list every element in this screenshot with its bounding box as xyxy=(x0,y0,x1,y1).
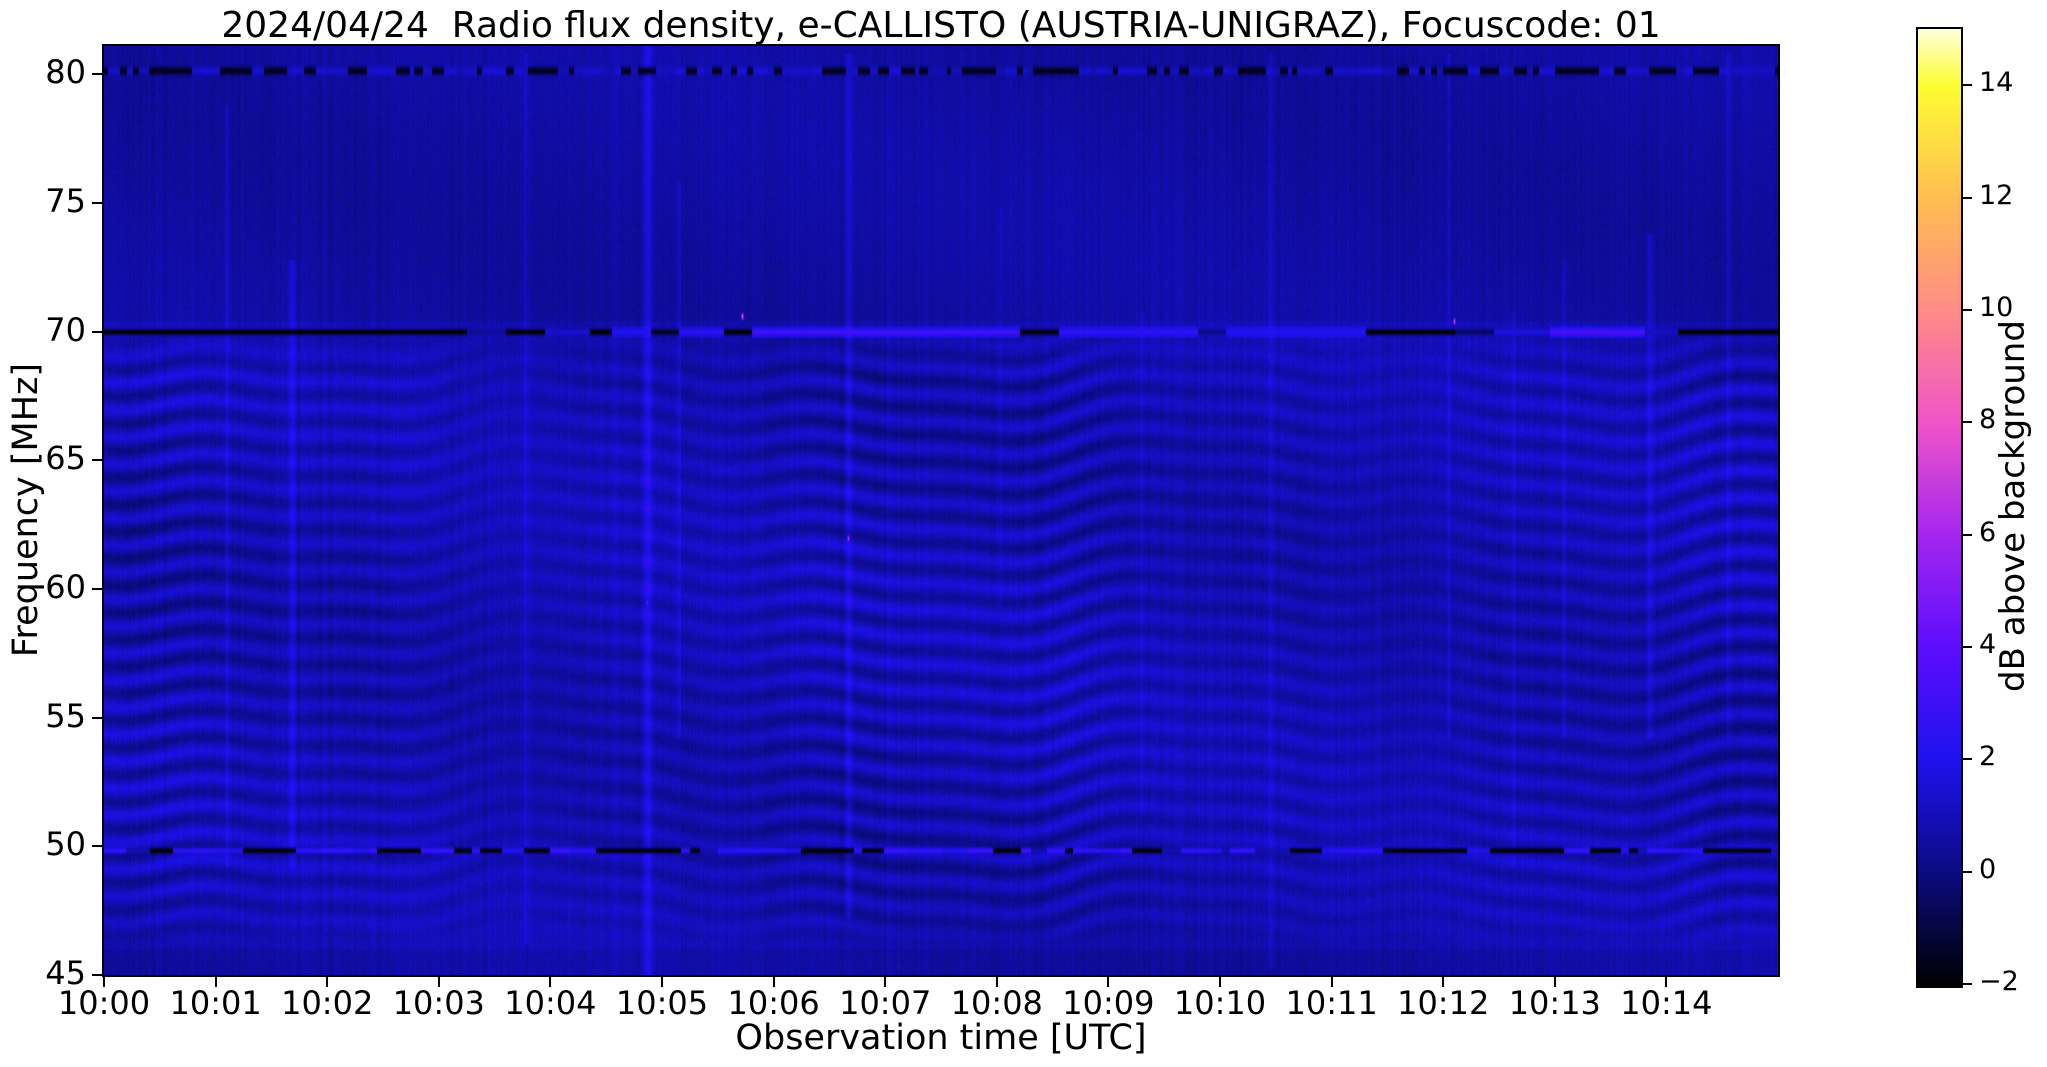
colorbar-tick-mark xyxy=(1963,533,1972,536)
colorbar-tick-label: 14 xyxy=(1979,67,2014,99)
chart-title: 2024/04/24 Radio flux density, e-CALLIST… xyxy=(221,5,1661,46)
x-tick-label: 10:12 xyxy=(1397,984,1490,1022)
y-tick-label: 50 xyxy=(45,825,86,864)
x-axis-label: Observation time [UTC] xyxy=(735,1018,1147,1058)
colorbar-tick-mark xyxy=(1963,196,1972,199)
spectrogram-canvas xyxy=(104,46,1778,975)
y-tick-mark xyxy=(92,716,102,719)
y-tick-mark xyxy=(92,974,102,976)
x-tick-label: 10:10 xyxy=(1173,984,1267,1022)
y-tick-mark xyxy=(92,845,102,848)
y-tick-label: 55 xyxy=(45,696,86,735)
colorbar-tick-label: −2 xyxy=(1979,966,2019,997)
y-tick-mark xyxy=(92,201,102,204)
x-tick-label: 10:14 xyxy=(1620,984,1713,1022)
colorbar-tick-label: 8 xyxy=(1979,404,1997,436)
colorbar-tick-mark xyxy=(1963,308,1972,311)
x-tick-mark xyxy=(1442,977,1445,987)
colorbar-tick-mark xyxy=(1963,758,1972,761)
x-tick-mark xyxy=(1330,977,1333,987)
y-tick-mark xyxy=(92,330,102,333)
y-axis-label: Frequency [MHz] xyxy=(6,362,46,658)
x-tick-label: 10:02 xyxy=(281,984,374,1022)
x-tick-mark xyxy=(214,977,217,987)
y-tick-label: 65 xyxy=(45,439,86,478)
x-tick-label: 10:08 xyxy=(950,984,1043,1022)
colorbar-tick-label: 12 xyxy=(1979,179,2014,211)
x-tick-mark xyxy=(772,977,775,987)
y-tick-label: 80 xyxy=(45,53,86,92)
colorbar-tick-mark xyxy=(1963,983,1972,985)
y-tick-label: 75 xyxy=(45,181,86,220)
x-tick-label: 10:06 xyxy=(727,984,820,1022)
colorbar-gradient xyxy=(1918,29,1961,986)
colorbar-tick-label: 10 xyxy=(1979,291,2014,323)
y-tick-label: 60 xyxy=(45,567,86,606)
colorbar-tick-mark xyxy=(1963,421,1972,424)
x-tick-mark xyxy=(549,977,552,987)
colorbar-tick-label: 6 xyxy=(1979,516,1997,548)
x-tick-label: 10:01 xyxy=(169,984,262,1022)
x-tick-label: 10:00 xyxy=(57,984,151,1022)
y-tick-label: 45 xyxy=(45,954,86,992)
x-tick-mark xyxy=(995,977,998,987)
x-tick-label: 10:13 xyxy=(1508,984,1601,1022)
x-tick-label: 10:05 xyxy=(615,984,709,1022)
x-tick-mark xyxy=(1219,977,1221,987)
y-tick-label: 70 xyxy=(45,310,86,349)
colorbar-tick-mark xyxy=(1963,84,1972,87)
x-tick-mark xyxy=(1553,977,1556,987)
colorbar-label: dB above background xyxy=(1993,320,2033,692)
colorbar-tick-mark xyxy=(1963,645,1972,648)
colorbar-tick-label: 0 xyxy=(1979,853,1997,885)
x-tick-label: 10:03 xyxy=(392,984,485,1022)
x-tick-label: 10:11 xyxy=(1285,984,1378,1022)
x-tick-mark xyxy=(103,977,105,987)
x-tick-mark xyxy=(884,977,887,987)
x-tick-mark xyxy=(1107,977,1110,987)
x-tick-mark xyxy=(1665,977,1668,987)
colorbar-tick-label: 2 xyxy=(1979,741,1997,773)
x-tick-mark xyxy=(437,977,440,987)
spectrogram-plot-area xyxy=(102,44,1780,977)
colorbar-tick-mark xyxy=(1963,870,1972,873)
x-tick-mark xyxy=(661,977,663,987)
y-tick-mark xyxy=(92,459,102,462)
x-tick-mark xyxy=(326,977,329,987)
y-tick-mark xyxy=(92,587,102,590)
y-tick-mark xyxy=(92,73,102,76)
colorbar-tick-label: 4 xyxy=(1979,628,1997,660)
x-tick-label: 10:07 xyxy=(839,984,932,1022)
x-tick-label: 10:09 xyxy=(1062,984,1155,1022)
x-tick-label: 10:04 xyxy=(504,984,597,1022)
colorbar xyxy=(1916,27,1963,988)
